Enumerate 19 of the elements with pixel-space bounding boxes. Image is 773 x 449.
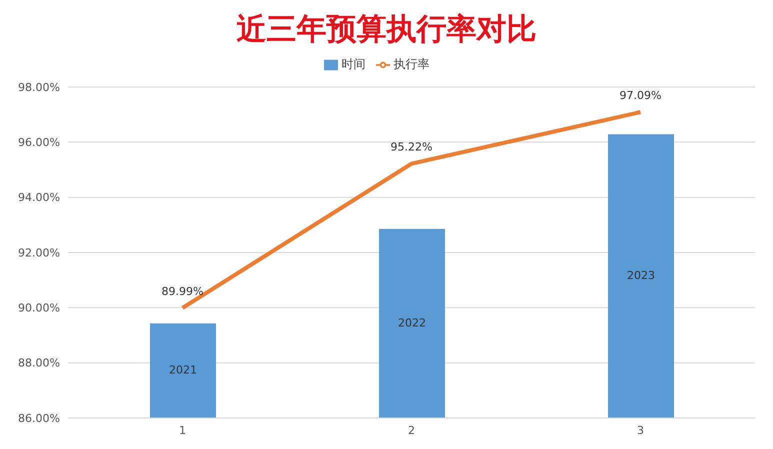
data-label: 97.09% [620,89,662,102]
legend-label: 执行率 [394,57,430,71]
data-label: 2021 [169,364,197,377]
legend-label: 时间 [342,57,366,71]
y-tick-label: 94.00% [18,191,60,204]
y-tick-label: 96.00% [18,136,60,150]
y-tick-label: 92.00% [18,246,60,260]
chart-title: 近三年预算执行率对比 [236,11,538,49]
x-tick-label: 3 [637,424,644,437]
data-label: 2022 [398,316,426,330]
y-tick-label: 86.00% [18,412,60,425]
x-tick-label: 2 [408,424,415,437]
data-label: 2023 [627,269,655,282]
y-tick-label: 98.00% [18,80,60,94]
data-label: 89.99% [162,284,204,298]
y-tick-label: 90.00% [18,302,60,315]
y-tick-label: 88.00% [18,356,60,370]
data-label: 95.22% [390,140,432,154]
x-tick-label: 1 [179,424,186,437]
